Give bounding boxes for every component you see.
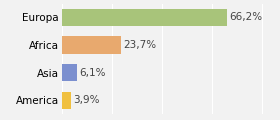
Text: 23,7%: 23,7% <box>123 40 156 50</box>
Bar <box>62 9 227 26</box>
Bar <box>62 64 77 81</box>
Text: 6,1%: 6,1% <box>79 68 105 78</box>
Text: 66,2%: 66,2% <box>229 12 262 22</box>
Bar <box>62 92 71 109</box>
Text: 3,9%: 3,9% <box>73 95 100 105</box>
Bar <box>62 36 121 54</box>
